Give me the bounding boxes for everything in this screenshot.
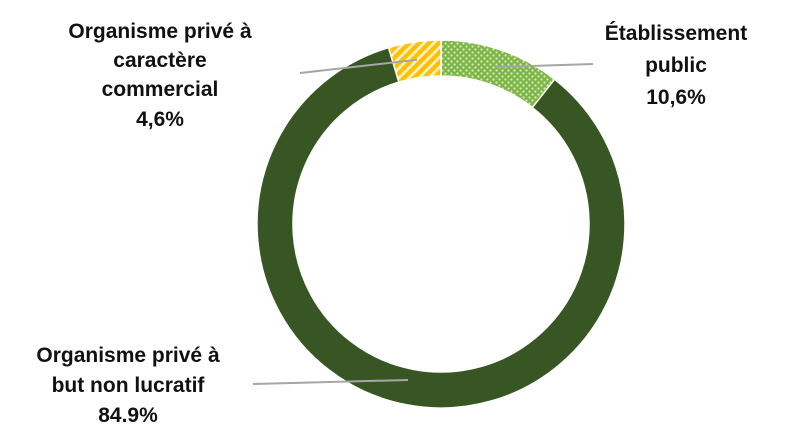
slice-label-line: Établissement: [605, 22, 747, 45]
donut-slice: [257, 48, 625, 408]
slice-label-line: commercial: [102, 78, 219, 101]
slice-label-line: public: [645, 54, 707, 77]
slice-value-label: 10,6%: [646, 86, 706, 109]
slice-value-label: 84.9%: [98, 404, 158, 426]
slice-label-line: Organisme privé à: [68, 20, 252, 43]
slice-label-organisme-prive-but-non-lucratif: Organisme privé à but non lucratif 84.9%: [36, 344, 220, 426]
slice-label-etablissement-public: Établissement public 10,6%: [605, 22, 747, 109]
slice-value-label: 4,6%: [136, 108, 184, 131]
slice-label-line: caractère: [113, 49, 206, 72]
donut-slice: [441, 40, 555, 108]
slice-label-line: Organisme privé à: [36, 344, 220, 367]
slice-label-organisme-prive-caractere-commercial: Organisme privé à caractère commercial 4…: [68, 20, 252, 131]
slice-label-line: but non lucratif: [52, 374, 206, 397]
slices-layer: [257, 40, 625, 408]
